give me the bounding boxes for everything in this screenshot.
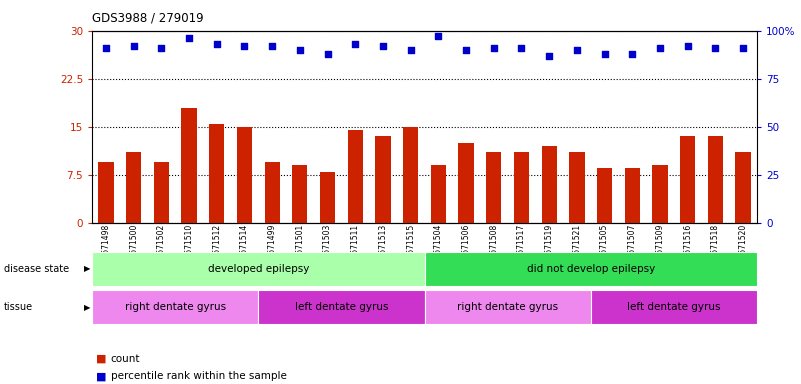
Point: [432, 33, 445, 40]
Text: right dentate gyrus: right dentate gyrus: [457, 302, 558, 312]
Bar: [514, 152, 529, 223]
Bar: [403, 127, 418, 223]
Bar: [625, 168, 640, 223]
Point: [99, 45, 112, 51]
Bar: [458, 143, 473, 223]
Bar: [348, 130, 363, 223]
Text: ▶: ▶: [84, 303, 91, 312]
Point: [266, 43, 279, 49]
Point: [293, 47, 306, 53]
Bar: [680, 136, 695, 223]
Text: did not develop epilepsy: did not develop epilepsy: [526, 264, 655, 274]
Bar: [376, 136, 391, 223]
Bar: [320, 172, 335, 223]
Bar: [541, 146, 557, 223]
Point: [127, 43, 140, 49]
Point: [682, 43, 694, 49]
Point: [570, 47, 583, 53]
Bar: [154, 162, 169, 223]
Text: percentile rank within the sample: percentile rank within the sample: [111, 371, 287, 381]
Text: disease state: disease state: [4, 264, 69, 274]
Text: GDS3988 / 279019: GDS3988 / 279019: [92, 12, 203, 25]
Text: tissue: tissue: [4, 302, 33, 312]
Bar: [597, 168, 612, 223]
Bar: [99, 162, 114, 223]
Bar: [570, 152, 585, 223]
Point: [737, 45, 750, 51]
Bar: [237, 127, 252, 223]
Text: ■: ■: [96, 354, 107, 364]
Point: [155, 45, 167, 51]
Bar: [708, 136, 723, 223]
Text: left dentate gyrus: left dentate gyrus: [295, 302, 388, 312]
Bar: [209, 124, 224, 223]
Point: [626, 51, 638, 57]
Bar: [182, 108, 197, 223]
Point: [543, 53, 556, 59]
Point: [321, 51, 334, 57]
Point: [709, 45, 722, 51]
Point: [487, 45, 500, 51]
Bar: [431, 165, 446, 223]
Point: [515, 45, 528, 51]
Text: ▶: ▶: [84, 264, 91, 273]
Point: [376, 43, 389, 49]
Bar: [652, 165, 667, 223]
Point: [183, 35, 195, 41]
Bar: [126, 152, 141, 223]
Bar: [486, 152, 501, 223]
Bar: [735, 152, 751, 223]
Point: [598, 51, 611, 57]
Point: [211, 41, 223, 47]
Text: developed epilepsy: developed epilepsy: [207, 264, 309, 274]
Point: [654, 45, 666, 51]
Text: left dentate gyrus: left dentate gyrus: [627, 302, 721, 312]
Point: [238, 43, 251, 49]
Point: [460, 47, 473, 53]
Point: [405, 47, 417, 53]
Text: ■: ■: [96, 371, 107, 381]
Bar: [264, 162, 280, 223]
Bar: [292, 165, 308, 223]
Text: count: count: [111, 354, 140, 364]
Text: right dentate gyrus: right dentate gyrus: [125, 302, 226, 312]
Point: [349, 41, 362, 47]
